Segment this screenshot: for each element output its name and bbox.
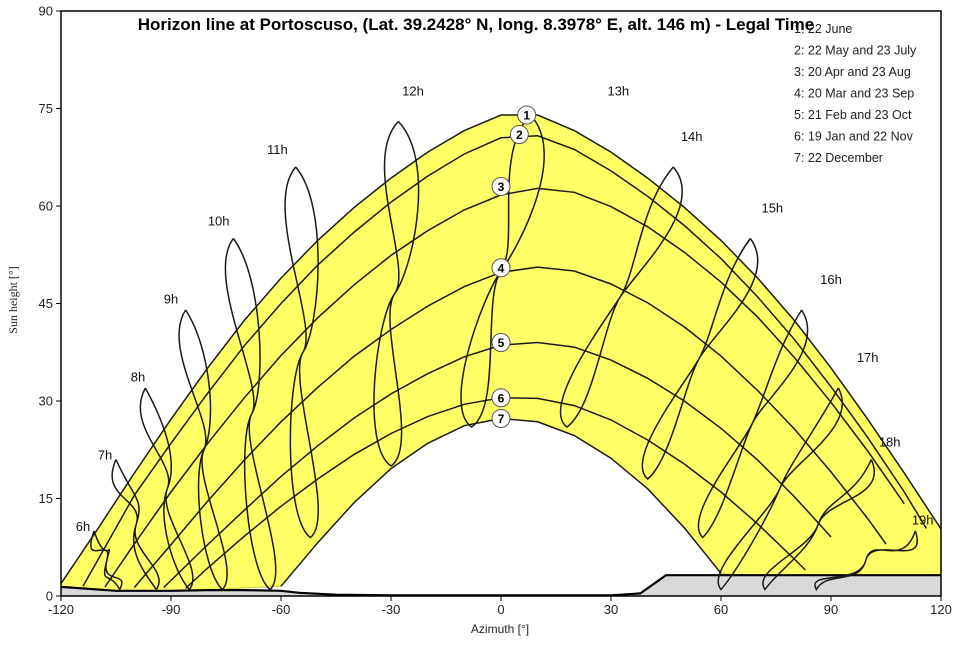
horizon-line [60,574,941,597]
hour-label: 15h [761,201,783,216]
y-tick-label: 90 [39,4,53,19]
legend: 1: 22 June 2: 22 May and 23 July 3: 20 Apr… [794,22,917,165]
hour-curve [559,166,683,428]
date-marker-circle [491,409,511,429]
date-marker-label: 4 [498,261,505,275]
x-tick-label: 120 [930,602,952,617]
x-tick-label: -60 [272,602,291,617]
y-tick-label: 0 [46,589,53,604]
y-axis: 0 15 30 45 60 75 90 [39,4,61,604]
hour-label: 7h [98,448,112,463]
hour-curve [284,166,319,539]
date-marker: 5 [491,333,511,352]
date-marker: 4 [491,258,511,278]
legend-entry: 6: 19 Jan and 22 Nov [794,130,914,144]
x-axis-title: Azimuth [°] [471,622,529,636]
hour-label: 6h [76,519,90,534]
hour-labels: 6h 7h 8h 9h 10h 11h 12h 13h 14h 15h 16h 17h 18h 19h [76,84,934,535]
hour-curve [814,530,919,592]
chart-title: Horizon line at Portoscuso, (Lat. 39.242… [138,15,814,34]
y-tick-label: 75 [39,101,53,116]
date-marker-label: 3 [498,180,505,194]
x-tick-label: -30 [382,602,401,617]
date-marker-label: 7 [498,412,505,426]
legend-entry: 3: 20 Apr and 23 Aug [794,65,911,79]
date-marker-circle [509,125,529,144]
x-tick-label: -120 [48,602,74,617]
date-curve [133,266,887,588]
hour-label: 17h [857,350,879,365]
date-marker: 1 [517,105,537,125]
date-marker-label: 1 [523,109,530,123]
hour-label: 11h [267,142,288,157]
hour-curves [90,114,919,592]
date-marker-circle [491,388,511,408]
hour-curve [373,120,420,467]
hour-curve [717,387,844,591]
date-marker-circle [491,333,511,352]
date-marker: 3 [491,177,511,196]
hour-curve [460,114,545,428]
date-marker: 7 [491,409,511,429]
x-tick-label: 30 [604,602,618,617]
date-markers: 12 3 4 5 6 7 [491,105,537,429]
y-tick-label: 45 [39,296,53,311]
legend-entry: 4: 20 Mar and 23 Sep [794,87,914,101]
date-marker-label: 5 [498,336,505,350]
date-curve [60,114,942,585]
hour-label: 10h [208,214,230,229]
horizon-profile [60,574,941,597]
x-tick-label: -90 [162,602,181,617]
y-tick-label: 15 [39,491,53,506]
hour-curve [641,238,759,480]
date-marker-label: 6 [498,391,505,405]
date-marker-circle [491,177,511,196]
hour-curve [178,309,228,591]
x-tick-label: 60 [714,602,728,617]
legend-entry: 1: 22 June [794,22,852,36]
x-tick-label: 0 [497,602,504,617]
legend-entry: 5: 21 Feb and 23 Oct [794,108,912,122]
hour-label: 12h [402,84,424,99]
hour-label: 19h [912,513,934,528]
hour-label: 9h [164,292,178,307]
date-marker-circle [517,105,537,125]
hour-label: 18h [879,435,901,450]
hour-curve [224,238,277,591]
x-tick-label: 90 [824,602,838,617]
hour-curve [762,459,875,591]
legend-entry: 2: 22 May and 23 July [794,44,917,58]
y-tick-label: 30 [39,394,53,409]
date-marker: 2 [509,125,529,144]
hour-label: 8h [131,370,145,385]
y-tick-label: 60 [39,199,53,214]
hour-curve [139,387,194,591]
date-marker-label: 2 [516,128,523,142]
date-marker: 6 [491,388,511,408]
hour-label: 13h [607,84,629,99]
hour-curve [697,309,809,539]
hour-label: 14h [681,129,703,144]
y-axis-title: Sun height [°] [6,266,20,333]
hour-label: 16h [820,272,842,287]
date-marker-circle [491,258,511,278]
x-axis: -120 -90 -60 -30 0 30 60 90 120 [48,596,952,617]
legend-entry: 7: 22 December [794,151,883,165]
